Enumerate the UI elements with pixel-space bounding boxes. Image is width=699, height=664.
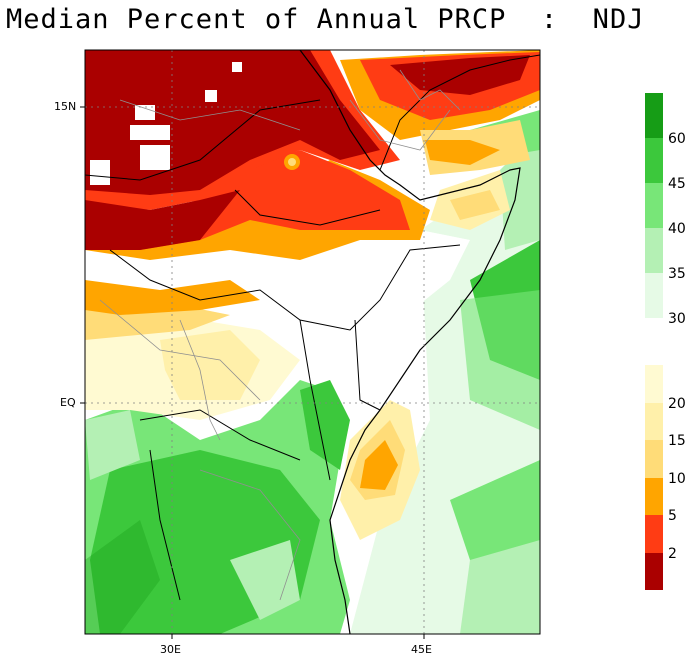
legend-swatch [645, 402, 663, 440]
legend-swatch [645, 552, 663, 590]
legend-swatch [645, 93, 663, 138]
legend-swatch [645, 138, 663, 183]
lon-label-45e: 45E [411, 643, 432, 656]
map-fill-layer [85, 50, 540, 634]
legend-swatch [645, 440, 663, 478]
graticule [85, 50, 540, 634]
legend-swatch [645, 477, 663, 515]
legend-label-15: 15 [668, 433, 686, 449]
lon-label-30e: 30E [160, 643, 181, 656]
map-title: Median Percent of Annual PRCP : NDJ [6, 4, 645, 35]
legend-swatch [645, 228, 663, 273]
legend-label-45: 45 [668, 176, 686, 192]
legend-label-35: 35 [668, 266, 686, 282]
legend-label-40: 40 [668, 221, 686, 237]
boundaries-layer [85, 50, 540, 634]
legend-label-5: 5 [668, 508, 677, 524]
legend-label-30: 30 [668, 311, 686, 327]
legend-label-60: 60 [668, 131, 686, 147]
legend-swatch [645, 273, 663, 318]
legend-swatch [645, 365, 663, 403]
lat-label-15n: 15N [54, 100, 77, 113]
lat-label-eq: EQ [60, 396, 76, 409]
legend-label-2: 2 [668, 545, 677, 562]
legend-swatch [645, 183, 663, 228]
legend-label-20: 20 [668, 395, 686, 412]
legend-label-10: 10 [668, 470, 686, 487]
map-border [84, 49, 541, 635]
legend-swatch [645, 515, 663, 553]
